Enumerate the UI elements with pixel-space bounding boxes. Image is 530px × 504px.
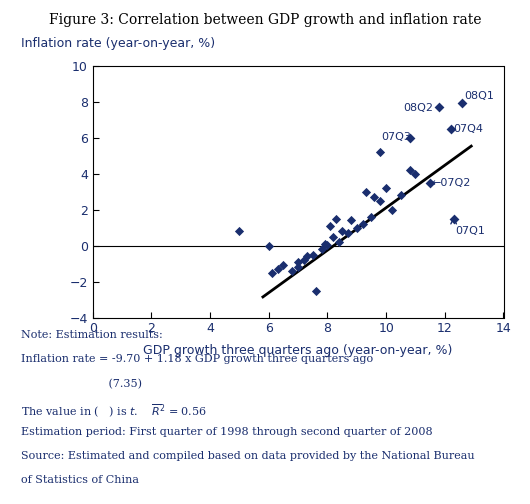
Text: 07Q3: 07Q3 bbox=[382, 132, 412, 142]
Point bbox=[329, 232, 338, 240]
Point bbox=[294, 263, 302, 271]
Text: 08Q1: 08Q1 bbox=[464, 91, 494, 101]
Point bbox=[358, 220, 367, 228]
Point bbox=[338, 227, 347, 235]
Text: The value in (   ) is $t$.    $\overline{R}^{2}$ = 0.56: The value in ( ) is $t$. $\overline{R}^{… bbox=[21, 403, 207, 420]
Text: (7.35): (7.35) bbox=[21, 379, 142, 389]
Point bbox=[264, 241, 273, 249]
Point bbox=[323, 240, 332, 248]
Text: Note: Estimation results:: Note: Estimation results: bbox=[21, 330, 163, 340]
Point bbox=[344, 229, 352, 237]
Point bbox=[312, 286, 320, 294]
Text: Inflation rate (year-on-year, %): Inflation rate (year-on-year, %) bbox=[21, 37, 215, 50]
Point bbox=[347, 216, 355, 224]
Point bbox=[288, 267, 296, 275]
Point bbox=[294, 258, 302, 266]
Point bbox=[235, 227, 244, 235]
Point bbox=[396, 191, 405, 199]
Point bbox=[352, 223, 361, 231]
Point bbox=[411, 169, 420, 177]
Point bbox=[317, 245, 326, 253]
Point bbox=[268, 269, 276, 277]
Text: 08Q2: 08Q2 bbox=[404, 103, 434, 113]
Point bbox=[388, 206, 396, 214]
Text: Inflation rate = -9.70 + 1.18 x GDP growth three quarters ago: Inflation rate = -9.70 + 1.18 x GDP grow… bbox=[21, 354, 373, 364]
Point bbox=[335, 238, 343, 246]
Text: 07Q1: 07Q1 bbox=[455, 226, 485, 236]
X-axis label: GDP growth three quarters ago (year-on-year, %): GDP growth three quarters ago (year-on-y… bbox=[144, 344, 453, 357]
Point bbox=[308, 250, 317, 259]
Point bbox=[370, 193, 378, 201]
Point bbox=[435, 103, 443, 111]
Text: Estimation period: First quarter of 1998 through second quarter of 2008: Estimation period: First quarter of 1998… bbox=[21, 427, 433, 437]
Point bbox=[446, 124, 455, 133]
Point bbox=[426, 178, 435, 186]
Point bbox=[332, 215, 340, 223]
Point bbox=[326, 222, 334, 230]
Point bbox=[376, 148, 384, 156]
Point bbox=[405, 166, 414, 174]
Point bbox=[367, 213, 376, 221]
Point bbox=[376, 197, 384, 205]
Point bbox=[300, 256, 308, 264]
Point bbox=[458, 99, 466, 107]
Point bbox=[273, 265, 282, 273]
Point bbox=[382, 184, 391, 192]
Point bbox=[405, 134, 414, 142]
Point bbox=[279, 261, 288, 269]
Text: of Statistics of China: of Statistics of China bbox=[21, 475, 139, 485]
Point bbox=[361, 187, 370, 196]
Text: 07Q4: 07Q4 bbox=[454, 124, 483, 135]
Point bbox=[449, 215, 458, 223]
Text: Figure 3: Correlation between GDP growth and inflation rate: Figure 3: Correlation between GDP growth… bbox=[49, 13, 481, 27]
Text: Source: Estimated and compiled based on data provided by the National Bureau: Source: Estimated and compiled based on … bbox=[21, 451, 475, 461]
Point bbox=[320, 240, 329, 248]
Point bbox=[303, 253, 311, 261]
Text: ←07Q2: ←07Q2 bbox=[431, 177, 471, 187]
